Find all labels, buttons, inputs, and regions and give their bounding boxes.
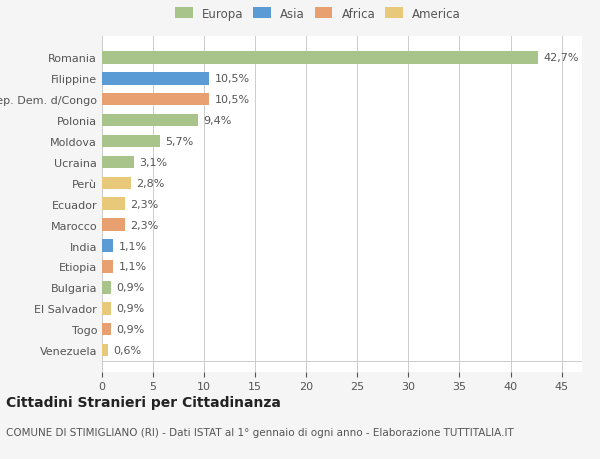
Bar [102,281,111,294]
Bar [102,323,111,336]
Bar [102,135,160,148]
Text: 1,1%: 1,1% [118,241,146,251]
Bar [102,156,134,169]
Bar [102,302,111,315]
Bar [102,344,108,357]
Text: 5,7%: 5,7% [166,137,194,147]
Text: 42,7%: 42,7% [543,53,578,63]
Bar [102,240,113,252]
Text: 1,1%: 1,1% [118,262,146,272]
Text: 3,1%: 3,1% [139,157,167,168]
Text: 9,4%: 9,4% [203,116,232,126]
Text: 0,9%: 0,9% [116,283,145,293]
Bar [102,219,125,231]
Bar [102,94,209,106]
Bar [102,198,125,211]
Text: 0,6%: 0,6% [113,345,142,355]
Text: 10,5%: 10,5% [214,74,250,84]
Text: 0,9%: 0,9% [116,303,145,313]
Text: 10,5%: 10,5% [214,95,250,105]
Bar [102,73,209,85]
Text: 2,3%: 2,3% [131,199,159,209]
Bar [102,261,113,273]
Bar [102,115,198,127]
Legend: Europa, Asia, Africa, America: Europa, Asia, Africa, America [172,4,464,24]
Text: 2,3%: 2,3% [131,220,159,230]
Bar [102,177,131,190]
Text: Cittadini Stranieri per Cittadinanza: Cittadini Stranieri per Cittadinanza [6,395,281,409]
Text: COMUNE DI STIMIGLIANO (RI) - Dati ISTAT al 1° gennaio di ogni anno - Elaborazion: COMUNE DI STIMIGLIANO (RI) - Dati ISTAT … [6,427,514,437]
Text: 2,8%: 2,8% [136,179,164,188]
Bar [102,52,538,64]
Text: 0,9%: 0,9% [116,325,145,335]
